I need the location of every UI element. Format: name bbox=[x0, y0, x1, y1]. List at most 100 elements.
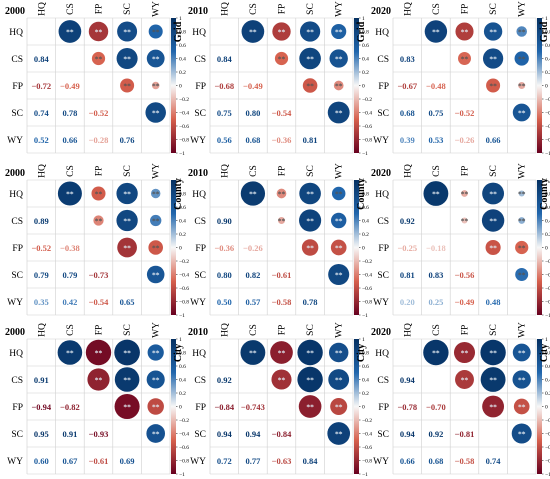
correlation-value: −0.54 bbox=[89, 297, 109, 307]
correlation-value: 0.53 bbox=[428, 135, 443, 145]
correlation-circle bbox=[114, 393, 140, 420]
scale-label: City bbox=[539, 344, 550, 362]
correlation-value: 0.78 bbox=[303, 297, 318, 307]
correlation-circle bbox=[297, 339, 323, 366]
row-label: CS bbox=[377, 217, 389, 227]
correlation-value: 0.94 bbox=[245, 429, 261, 439]
correlation-circle bbox=[331, 212, 347, 229]
significance-marker: ** bbox=[249, 349, 257, 358]
correlation-value: −0.68 bbox=[214, 81, 234, 91]
colorbar-tick-label: 0 bbox=[362, 405, 365, 411]
panel-city-2010: 2010 HQ CS FP SC WY HQ CS FP SC WY ** ** ** ** 0.92 ** **… bbox=[188, 322, 372, 478]
colorbar-tick-label: −0.2 bbox=[362, 259, 372, 265]
colorbar-tick-label: 0.6 bbox=[179, 43, 186, 49]
colorbar-tick-label: 1 bbox=[179, 337, 182, 343]
colorbar-tick-label: 1 bbox=[362, 178, 365, 184]
significance-marker: ** bbox=[306, 28, 314, 37]
correlation-value: 0.69 bbox=[120, 456, 135, 466]
panel-county-2010: 2010 HQ CS FP SC WY HQ CS FP SC WY ** ** ** ** 0.90 ** **… bbox=[188, 163, 372, 319]
correlation-circle bbox=[482, 395, 505, 418]
row-label: SC bbox=[194, 271, 206, 281]
row-label: FP bbox=[378, 82, 389, 92]
correlation-circle bbox=[333, 80, 344, 91]
colorbar-tick-label: −0.8 bbox=[545, 459, 550, 465]
correlation-circle bbox=[116, 209, 138, 232]
correlation-circle bbox=[518, 190, 525, 197]
colorbar-tick-label: 0.6 bbox=[179, 205, 186, 211]
significance-marker: ** bbox=[95, 349, 103, 358]
correlation-circle bbox=[120, 78, 135, 93]
colorbar-tick-label: 0.4 bbox=[179, 57, 186, 63]
panel-city-2020: 2020 HQ CS FP SC WY HQ CS FP SC WY ** ** ** ** 0.94 ** **… bbox=[371, 322, 550, 478]
significance-marker: ** bbox=[306, 82, 314, 91]
colorbar-tick-label: 0.2 bbox=[179, 232, 186, 238]
significance-marker: ** bbox=[123, 190, 131, 199]
colorbar bbox=[354, 339, 359, 474]
correlation-value: −0.54 bbox=[272, 108, 292, 118]
row-label: CS bbox=[11, 55, 23, 65]
colorbar-tick-label: −0.2 bbox=[179, 97, 189, 103]
colorbar bbox=[537, 18, 542, 153]
correlation-circle bbox=[327, 101, 350, 124]
correlation-value: 0.48 bbox=[486, 297, 501, 307]
row-label: CS bbox=[194, 217, 206, 227]
correlation-circle bbox=[518, 81, 526, 90]
correlation-circle bbox=[116, 47, 138, 70]
significance-marker: ** bbox=[306, 403, 314, 412]
row-label: SC bbox=[11, 271, 23, 281]
colorbar-tick-label: 0.4 bbox=[179, 378, 186, 384]
colorbar-tick-label: 0.2 bbox=[362, 70, 369, 76]
correlation-value: −0.84 bbox=[272, 429, 292, 439]
colorbar-tick-label: −0.6 bbox=[362, 286, 372, 292]
colorbar-tick-label: 1 bbox=[545, 337, 548, 343]
correlation-circle bbox=[240, 340, 266, 365]
correlation-circle bbox=[485, 239, 501, 256]
correlation-circle bbox=[515, 240, 529, 255]
column-label: HQ bbox=[220, 164, 230, 178]
colorbar bbox=[171, 180, 176, 315]
colorbar-tick-label: 0 bbox=[545, 246, 548, 252]
row-label: SC bbox=[11, 109, 23, 119]
colorbar-tick-label: −0.4 bbox=[179, 432, 189, 438]
correlation-circle bbox=[461, 190, 468, 197]
significance-marker: ** bbox=[152, 217, 160, 226]
correlation-circle bbox=[270, 341, 293, 364]
significance-marker: ** bbox=[335, 403, 343, 412]
significance-marker: ** bbox=[278, 190, 286, 199]
colorbar-tick-label: −0.6 bbox=[179, 445, 189, 451]
correlation-circle bbox=[87, 368, 110, 391]
significance-marker: ** bbox=[278, 55, 286, 64]
correlation-value: −0.78 bbox=[397, 402, 417, 412]
colorbar bbox=[354, 18, 359, 153]
significance-marker: ** bbox=[518, 271, 526, 280]
significance-marker: ** bbox=[335, 430, 343, 439]
colorbar-tick-label: −1 bbox=[179, 151, 185, 157]
significance-marker: ** bbox=[278, 217, 286, 226]
scale-label: Grid bbox=[539, 21, 550, 42]
colorbar-tick-label: −1 bbox=[545, 151, 550, 157]
colorbar-tick-label: 0.8 bbox=[179, 351, 186, 357]
correlation-value: 0.78 bbox=[62, 108, 77, 118]
correlation-value: 0.68 bbox=[428, 456, 443, 466]
correlation-circle bbox=[513, 398, 530, 415]
correlation-value: −0.49 bbox=[60, 81, 80, 91]
significance-marker: ** bbox=[152, 28, 160, 37]
colorbar-tick-label: 0.4 bbox=[545, 57, 550, 63]
colorbar-tick-label: −1 bbox=[362, 313, 368, 319]
correlation-value: 0.35 bbox=[34, 297, 49, 307]
correlation-circle bbox=[58, 20, 82, 43]
colorbar-tick-label: 0.4 bbox=[362, 219, 369, 225]
column-label: CS bbox=[432, 324, 442, 336]
colorbar-tick-label: 0.6 bbox=[545, 205, 550, 211]
column-label: FP bbox=[95, 4, 105, 15]
colorbar-tick-label: −1 bbox=[179, 472, 185, 478]
colorbar-tick-label: 0.8 bbox=[545, 192, 550, 198]
correlation-value: −0.58 bbox=[272, 297, 292, 307]
scale-label: County bbox=[539, 178, 550, 210]
correlation-circle bbox=[330, 239, 347, 256]
significance-marker: ** bbox=[461, 28, 469, 37]
correlation-value: 0.74 bbox=[34, 108, 50, 118]
colorbar-tick-label: −1 bbox=[545, 472, 550, 478]
colorbar-tick-label: 0.8 bbox=[545, 30, 550, 36]
column-label: WY bbox=[152, 322, 162, 338]
